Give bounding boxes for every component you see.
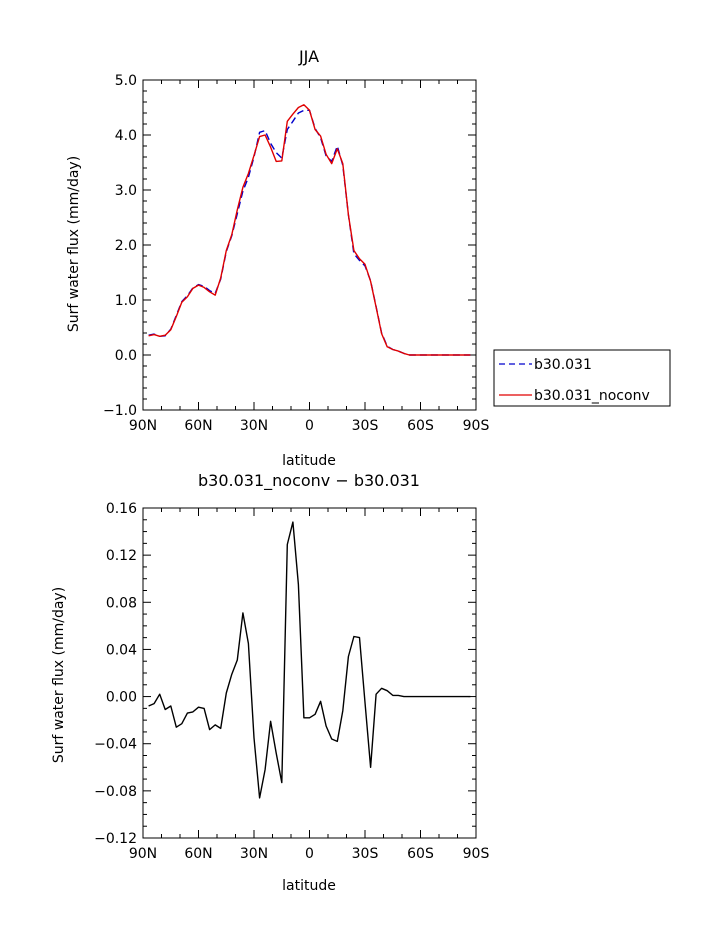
top-x-tick-label: 30N	[240, 418, 268, 434]
top-x-tick-label: 30S	[352, 418, 379, 434]
legend-label-b30-031-noconv: b30.031_noconv	[534, 388, 650, 404]
top-panel: JJA Surf water flux (mm/day) latitude 90…	[66, 47, 489, 469]
bottom-x-tick-label: 30N	[240, 846, 268, 862]
bottom-y-tick-label: 0.16	[106, 501, 137, 517]
top-y-tick-label: 2.0	[115, 238, 137, 254]
top-ticks	[142, 79, 477, 411]
top-plot-area	[148, 104, 471, 356]
bottom-tick-labels: 90N 60N 30N 0 30S 60S 90S −0.12 −0.08 −0.04 0.00 0.…	[94, 501, 489, 862]
bottom-panel: b30.031_noconv − b30.031 Surf water flux…	[51, 471, 489, 894]
top-tick-labels: 90N 60N 30N 0 30S 60S 90S −1.0 0.0 1.0 2.0 3.0 4.0 5.…	[103, 73, 489, 434]
bottom-x-tick-label: 60S	[407, 846, 434, 862]
top-plot-frame	[142, 79, 477, 411]
top-y-tick-label: 5.0	[115, 73, 137, 89]
bottom-x-tick-label: 90S	[463, 846, 490, 862]
bottom-x-tick-label: 0	[305, 846, 314, 862]
top-y-axis-label: Surf water flux (mm/day)	[66, 156, 82, 332]
legend-box	[493, 349, 671, 407]
bottom-x-axis-label: latitude	[282, 878, 336, 894]
top-y-tick-label: 1.0	[115, 293, 137, 309]
bottom-chart-title: b30.031_noconv − b30.031	[198, 471, 420, 491]
top-x-tick-label: 0	[305, 418, 314, 434]
legend: b30.031 b30.031_noconv	[493, 349, 671, 407]
bottom-plot-frame	[142, 507, 477, 839]
bottom-y-tick-label: 0.12	[106, 548, 137, 564]
top-x-tick-label: 90N	[129, 418, 157, 434]
bottom-series-line-difference	[148, 521, 471, 799]
top-y-tick-label: 4.0	[115, 128, 137, 144]
top-x-axis-label: latitude	[282, 453, 336, 469]
bottom-y-axis-label: Surf water flux (mm/day)	[51, 587, 67, 763]
top-y-tick-label: −1.0	[103, 403, 137, 419]
top-x-tick-label: 90S	[463, 418, 490, 434]
bottom-ticks	[142, 507, 477, 839]
top-x-tick-label: 60N	[184, 418, 212, 434]
top-series-line-b30-031	[148, 109, 471, 356]
bottom-y-tick-label: −0.04	[94, 737, 137, 753]
top-chart-title: JJA	[298, 47, 319, 66]
bottom-plot-area	[148, 521, 471, 799]
bottom-y-tick-label: −0.08	[94, 784, 137, 800]
bottom-y-tick-label: 0.08	[106, 595, 137, 611]
bottom-x-tick-label: 60N	[184, 846, 212, 862]
bottom-y-tick-label: 0.04	[106, 642, 137, 658]
bottom-x-tick-label: 90N	[129, 846, 157, 862]
top-y-tick-label: 0.0	[115, 348, 137, 364]
top-y-tick-label: 3.0	[115, 183, 137, 199]
top-x-tick-label: 60S	[407, 418, 434, 434]
bottom-y-tick-label: 0.00	[106, 690, 137, 706]
bottom-x-tick-label: 30S	[352, 846, 379, 862]
legend-label-b30-031: b30.031	[534, 357, 592, 373]
top-series-line-b30-031-noconv	[148, 104, 471, 356]
bottom-y-tick-label: −0.12	[94, 831, 137, 847]
